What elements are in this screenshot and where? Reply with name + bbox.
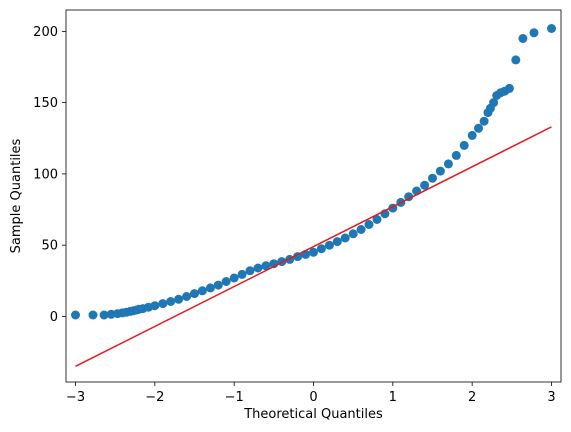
- data-point: [332, 237, 342, 247]
- y-tick-label: 150: [33, 96, 58, 111]
- data-point: [229, 273, 239, 283]
- y-tick-label: 50: [41, 239, 58, 254]
- data-point: [474, 123, 483, 133]
- data-point: [237, 269, 247, 279]
- data-point: [324, 240, 334, 250]
- data-point: [221, 277, 231, 286]
- data-point: [166, 297, 176, 306]
- y-axis: 0 50 100 150 200: [33, 25, 66, 325]
- data-point: [348, 229, 358, 239]
- data-point: [529, 28, 539, 38]
- reference-line: [75, 126, 552, 367]
- x-axis: −3 −2 −1 0 1 2 3: [66, 382, 556, 405]
- data-point: [205, 283, 215, 293]
- y-tick-label: 200: [33, 25, 58, 40]
- data-point: [428, 173, 437, 183]
- x-axis-label: Theoretical Quantiles: [243, 407, 383, 422]
- data-point: [364, 220, 374, 229]
- data-point: [316, 244, 326, 254]
- data-point: [504, 83, 514, 93]
- data-point: [479, 116, 489, 126]
- data-point: [174, 294, 184, 304]
- data-point: [245, 266, 255, 276]
- data-point: [372, 215, 382, 224]
- data-point: [213, 280, 223, 290]
- data-point: [158, 299, 168, 309]
- data-point: [467, 130, 477, 140]
- y-tick-label: 100: [33, 167, 58, 182]
- x-tick-label: 2: [468, 390, 476, 405]
- data-point: [547, 24, 556, 33]
- data-point: [261, 261, 271, 271]
- data-point: [190, 289, 199, 299]
- data-point: [518, 34, 528, 43]
- data-point: [150, 301, 160, 311]
- data-point: [511, 55, 521, 65]
- data-point: [404, 192, 414, 202]
- data-point: [451, 150, 461, 160]
- plot-frame: [65, 9, 562, 383]
- x-tick-label: 3: [547, 390, 555, 405]
- data-point: [182, 292, 192, 301]
- data-point: [253, 263, 263, 273]
- reference-line-layer: [75, 126, 552, 367]
- data-point: [340, 233, 350, 243]
- y-axis-label: Sample Quantiles: [9, 138, 24, 253]
- data-point: [489, 98, 499, 108]
- x-tick-label: −2: [145, 390, 164, 405]
- data-point: [435, 166, 445, 176]
- data-point: [356, 225, 366, 234]
- data-point: [443, 159, 453, 169]
- data-point: [197, 286, 207, 296]
- x-tick-label: 1: [389, 390, 397, 405]
- data-point: [293, 252, 303, 262]
- data-point: [420, 180, 430, 190]
- x-tick-label: 0: [309, 390, 317, 405]
- data-points: [71, 24, 556, 320]
- data-point: [99, 310, 109, 320]
- data-point: [71, 310, 80, 320]
- x-tick-label: −1: [225, 390, 244, 405]
- data-point: [88, 310, 98, 320]
- data-point: [309, 247, 318, 257]
- data-point: [459, 140, 469, 150]
- y-tick-label: 0: [50, 310, 58, 325]
- x-tick-label: −3: [66, 390, 85, 405]
